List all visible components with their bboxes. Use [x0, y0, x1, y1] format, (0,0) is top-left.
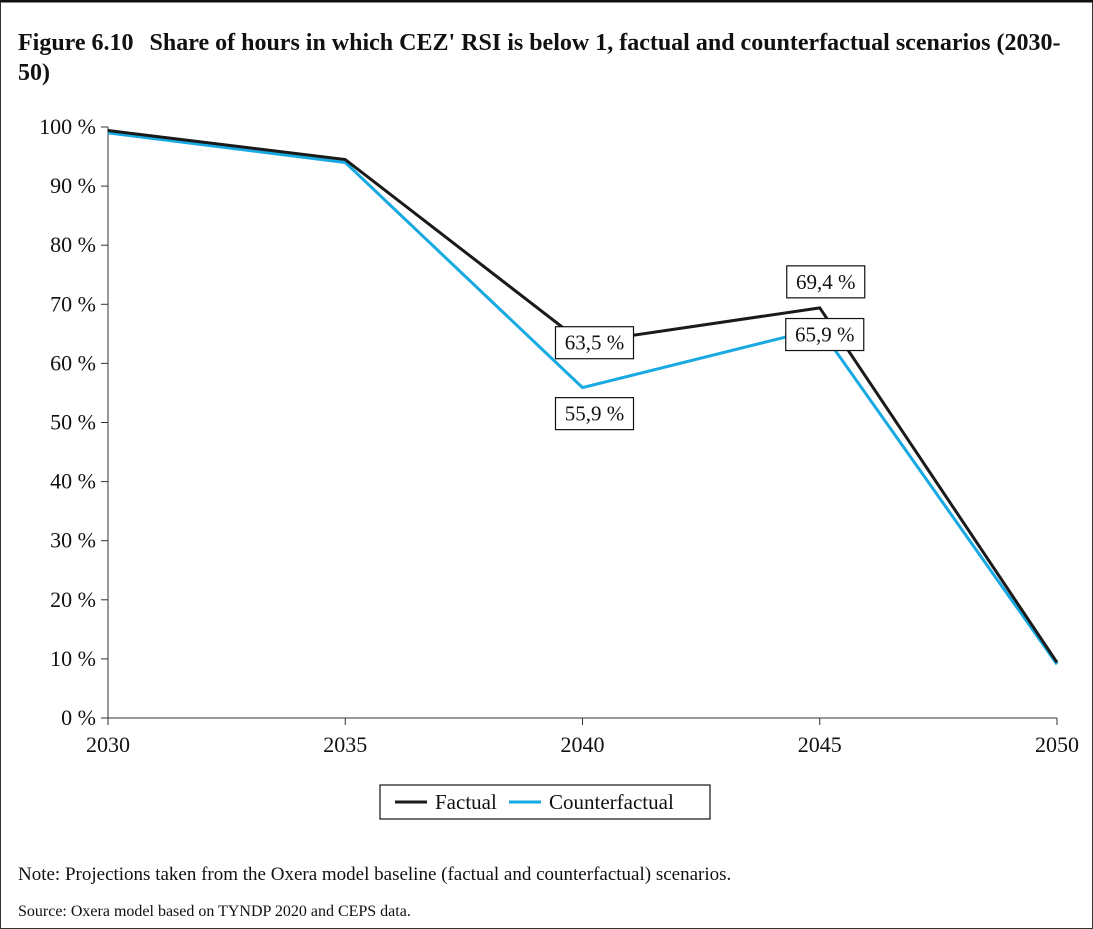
- series-line-factual: [107, 129, 1059, 664]
- y-tick-label: 70 %: [50, 291, 96, 316]
- series-line-counterfactual: [107, 131, 1059, 666]
- y-tick-label: 40 %: [50, 469, 96, 494]
- x-tick-label: 2050: [1035, 732, 1079, 757]
- y-tick-label: 30 %: [50, 528, 96, 553]
- line-chart: 0 % 10 % 20 % 30 % 40 % 50 % 60 % 70 % 80 % 90 % 1…: [39, 114, 1079, 820]
- y-tick-label: 60 %: [50, 350, 96, 375]
- data-label-box: [554, 397, 635, 431]
- y-tick-label: 0 %: [61, 705, 96, 730]
- y-tick-label: 90 %: [50, 173, 96, 198]
- data-label-box: [785, 317, 865, 352]
- data-label-box: [554, 326, 635, 360]
- y-tick-label: 10 %: [50, 646, 96, 671]
- data-label: 63,5 %: [565, 331, 625, 355]
- y-tick-label: 50 %: [50, 410, 96, 435]
- x-tick-label: 2035: [323, 732, 367, 757]
- legend-label: Counterfactual: [549, 790, 674, 814]
- legend-box: [379, 784, 711, 820]
- y-tick-label: 20 %: [50, 587, 96, 612]
- figure-title-block: Figure 6.10 Share of hours in which CEZ' …: [18, 28, 1078, 88]
- x-tick-label: 2030: [86, 732, 130, 757]
- x-tick-label: 2045: [798, 732, 842, 757]
- y-tick-label: 80 %: [50, 232, 96, 257]
- data-label: 65,9 %: [795, 323, 855, 347]
- y-tick-label: 100 %: [39, 114, 96, 139]
- x-tick-label: 2040: [561, 732, 605, 757]
- legend-label: Factual: [435, 790, 497, 814]
- data-label: 69,4 %: [796, 270, 856, 294]
- data-label-box: [786, 265, 866, 299]
- data-label: 55,9 %: [565, 402, 625, 426]
- figure-number: Figure 6.10: [18, 30, 134, 56]
- figure-title: Share of hours in which CEZ' RSI is belo…: [18, 30, 1061, 86]
- figure-note: Note: Projections taken from the Oxera m…: [18, 864, 732, 885]
- figure-source: Source: Oxera model based on TYNDP 2020 …: [18, 903, 411, 920]
